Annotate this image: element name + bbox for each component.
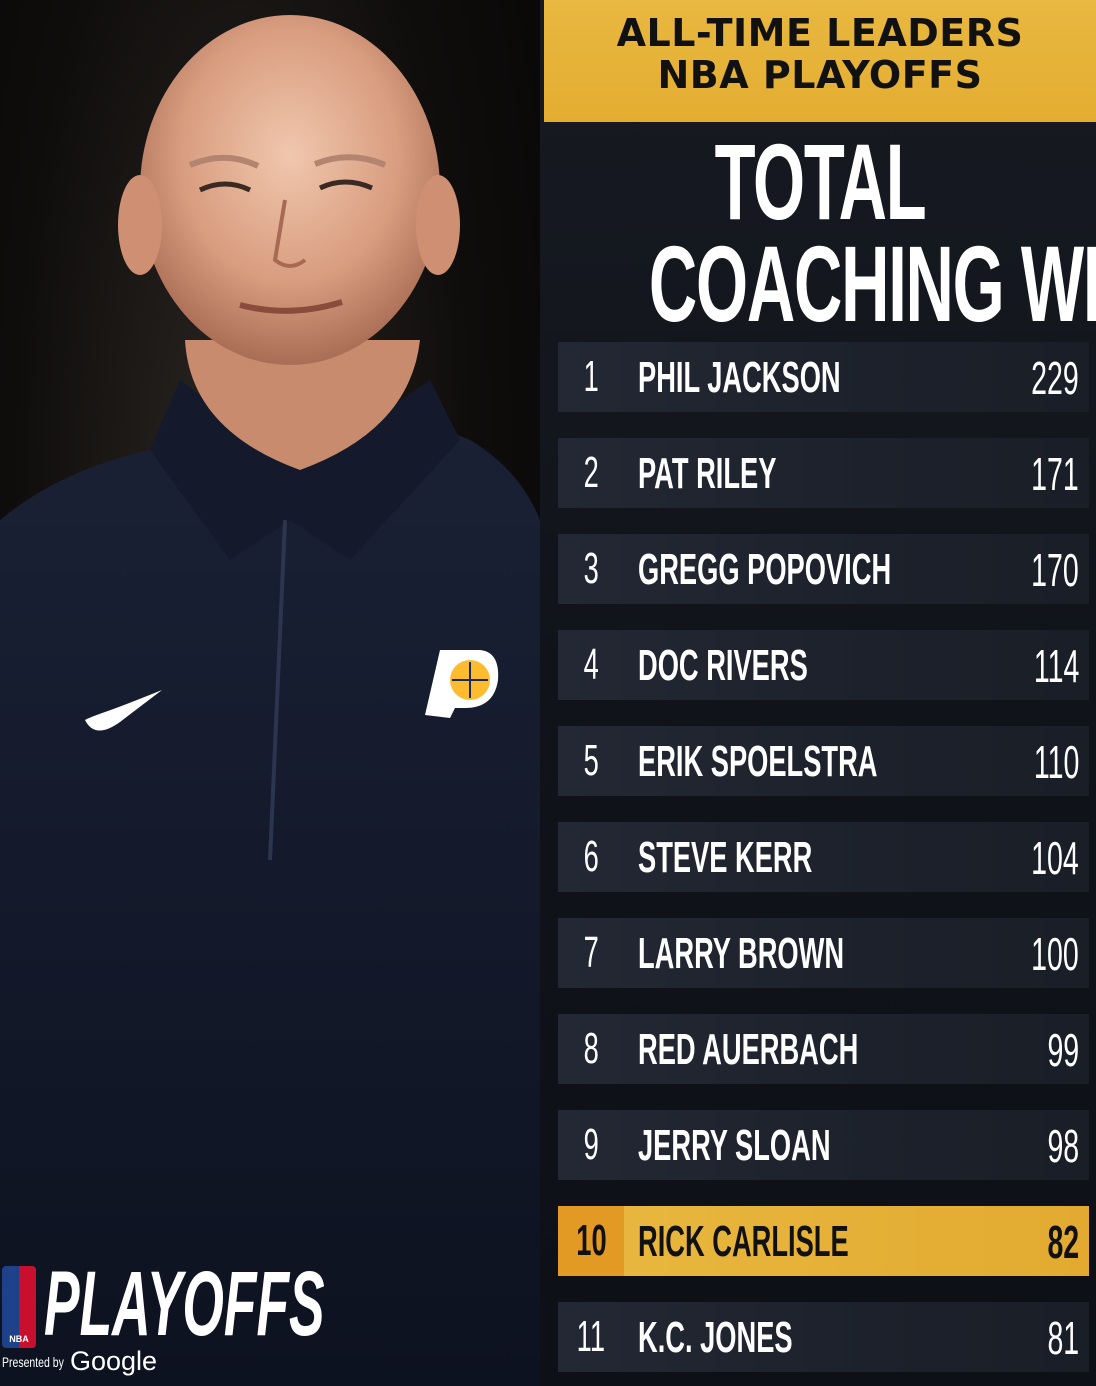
leader-wins: 100: [1031, 928, 1079, 980]
leader-rank: 2: [583, 448, 599, 497]
leader-wins: 171: [1031, 448, 1079, 500]
nba-logo-tag: NBA: [9, 1334, 29, 1344]
leader-rank: 8: [583, 1024, 599, 1073]
leader-name: STEVE KERR: [638, 833, 813, 882]
leader-wins: 114: [1033, 640, 1079, 692]
playoffs-logo: NBA PLAYOFFS Presented by Google: [0, 1256, 325, 1386]
leader-row: 11 K.C. JONES 81: [558, 1302, 1089, 1372]
leader-row: 5 ERIK SPOELSTRA 110: [558, 726, 1089, 796]
title-line-2: COACHING WINS: [648, 223, 1096, 344]
leader-row-highlighted: 10 RICK CARLISLE 82: [558, 1206, 1089, 1276]
leader-wins: 81: [1047, 1312, 1079, 1364]
leader-wins: 104: [1031, 832, 1079, 884]
coach-portrait: [0, 15, 540, 1386]
leader-wins: 110: [1033, 736, 1079, 788]
leader-row: 2 PAT RILEY 171: [558, 438, 1089, 508]
leader-wins: 98: [1047, 1120, 1079, 1172]
leader-rank: 9: [583, 1120, 599, 1169]
nba-logo-icon: NBA: [2, 1266, 36, 1348]
leader-name: PAT RILEY: [638, 449, 777, 498]
leader-wins: 170: [1031, 544, 1079, 596]
sponsor-name: Google: [70, 1346, 158, 1376]
leader-rank: 4: [583, 640, 599, 689]
leader-name: DOC RIVERS: [638, 641, 808, 690]
leader-rank: 6: [583, 832, 599, 881]
leader-row: 9 JERRY SLOAN 98: [558, 1110, 1089, 1180]
pacers-logo-icon: [425, 650, 499, 718]
leader-row: 8 RED AUERBACH 99: [558, 1014, 1089, 1084]
page-title: TOTAL COACHING WINS: [544, 121, 1096, 344]
header-line-1: ALL-TIME LEADERS: [616, 11, 1024, 55]
leader-wins: 229: [1031, 352, 1079, 404]
leader-name: LARRY BROWN: [638, 929, 845, 978]
leader-row: 6 STEVE KERR 104: [558, 822, 1089, 892]
leader-wins: 82: [1047, 1216, 1079, 1268]
leader-rank: 3: [583, 544, 599, 593]
leaders-list: 1 PHIL JACKSON 229 2 PAT RILEY 171 3 GREGG POPO…: [558, 342, 1089, 1386]
header-line-2: NBA PLAYOFFS: [657, 53, 983, 97]
playoffs-wordmark: PLAYOFFS: [44, 1253, 325, 1355]
leader-rank: 1: [583, 352, 599, 401]
leader-rank: 7: [583, 928, 599, 977]
presented-by-label: Presented by: [2, 1354, 64, 1370]
leader-row: 3 GREGG POPOVICH 170: [558, 534, 1089, 604]
leader-name: GREGG POPOVICH: [638, 545, 892, 594]
leader-row: 1 PHIL JACKSON 229: [558, 342, 1089, 412]
leader-rank: 11: [576, 1312, 606, 1361]
leader-wins: 99: [1047, 1024, 1079, 1076]
leader-name: K.C. JONES: [638, 1313, 793, 1362]
leader-name: ERIK SPOELSTRA: [638, 737, 878, 786]
coach-photo: [0, 0, 540, 1386]
leader-rank: 5: [583, 736, 599, 785]
leader-name: RICK CARLISLE: [638, 1217, 849, 1266]
leader-row: 4 DOC RIVERS 114: [558, 630, 1089, 700]
leader-name: JERRY SLOAN: [638, 1121, 831, 1170]
leader-row: 7 LARRY BROWN 100: [558, 918, 1089, 988]
nike-swoosh-icon: [85, 690, 162, 731]
header-banner: ALL-TIME LEADERS NBA PLAYOFFS: [544, 0, 1096, 122]
leader-rank: 10: [558, 1206, 624, 1276]
leader-name: PHIL JACKSON: [638, 353, 841, 402]
title-line-1: TOTAL: [714, 121, 927, 242]
leader-name: RED AUERBACH: [638, 1025, 859, 1074]
